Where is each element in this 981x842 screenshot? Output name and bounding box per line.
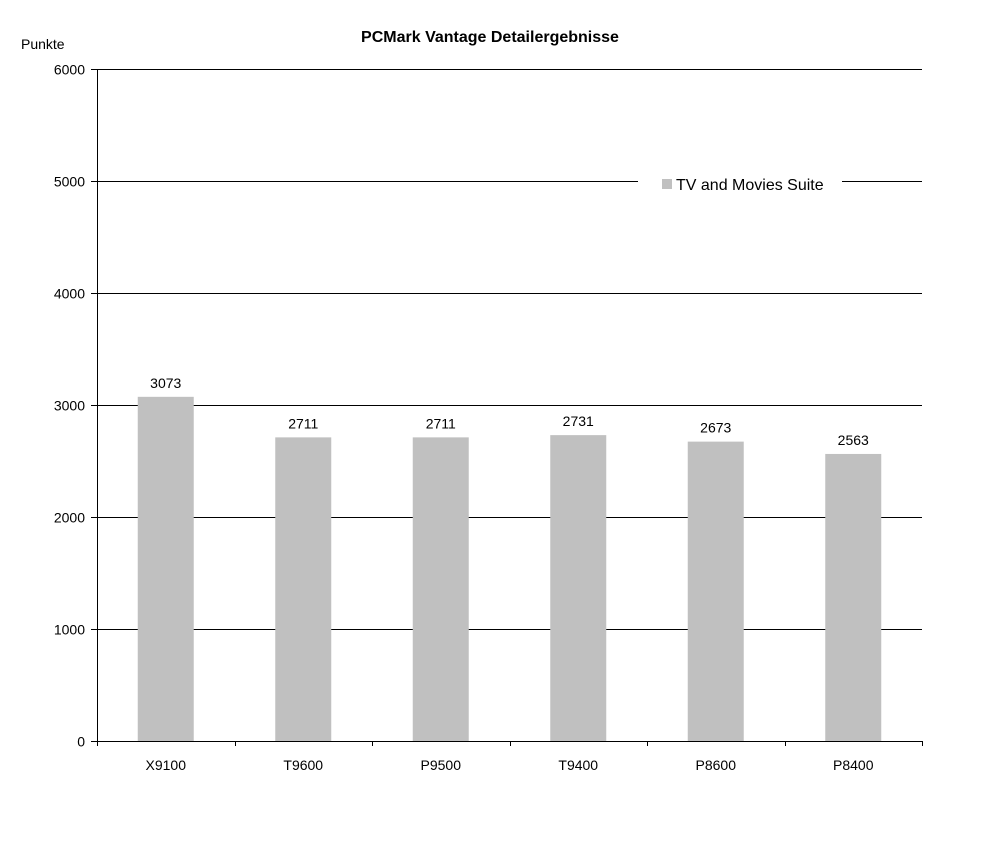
- data-label: 2711: [426, 415, 456, 431]
- y-tick-label: 4000: [54, 286, 85, 302]
- chart-title: PCMark Vantage Detailergebnisse: [361, 29, 619, 46]
- data-label: 2563: [838, 432, 869, 448]
- data-label: 3073: [150, 375, 181, 391]
- bar: [137, 396, 194, 741]
- bar: [275, 437, 332, 741]
- bar: [825, 453, 882, 741]
- y-tick-label: 3000: [54, 398, 85, 414]
- x-tick-label: T9400: [558, 757, 598, 773]
- data-labels: 3073 2711 2711 2731 2673 2563: [150, 375, 869, 448]
- y-tick-label: 0: [77, 734, 85, 750]
- axes: [91, 69, 923, 746]
- x-tick-label: P8600: [696, 757, 737, 773]
- x-tick-label: T9600: [283, 757, 323, 773]
- data-label: 2673: [700, 420, 731, 436]
- y-tick-label: 6000: [54, 62, 85, 78]
- x-tick-label: P8400: [833, 757, 874, 773]
- y-tick-label: 1000: [54, 622, 85, 638]
- gridlines: [97, 69, 922, 630]
- bar: [687, 441, 744, 741]
- y-tick-label: 5000: [54, 174, 85, 190]
- bar: [550, 435, 607, 741]
- legend: TV and Movies Suite: [638, 170, 842, 198]
- data-label: 2711: [288, 415, 318, 431]
- y-tick-label: 2000: [54, 510, 85, 526]
- x-tick-label: P9500: [421, 757, 462, 773]
- bar: [412, 437, 469, 741]
- tick-labels: 0 1000 2000 3000 4000 5000 6000 X9100 T9600 P9500…: [54, 62, 874, 774]
- y-axis-label: Punkte: [21, 36, 65, 52]
- data-label: 2731: [563, 413, 594, 429]
- x-tick-label: X9100: [146, 757, 187, 773]
- bars: [137, 396, 882, 741]
- legend-label: TV and Movies Suite: [676, 177, 824, 194]
- legend-swatch: [662, 179, 672, 189]
